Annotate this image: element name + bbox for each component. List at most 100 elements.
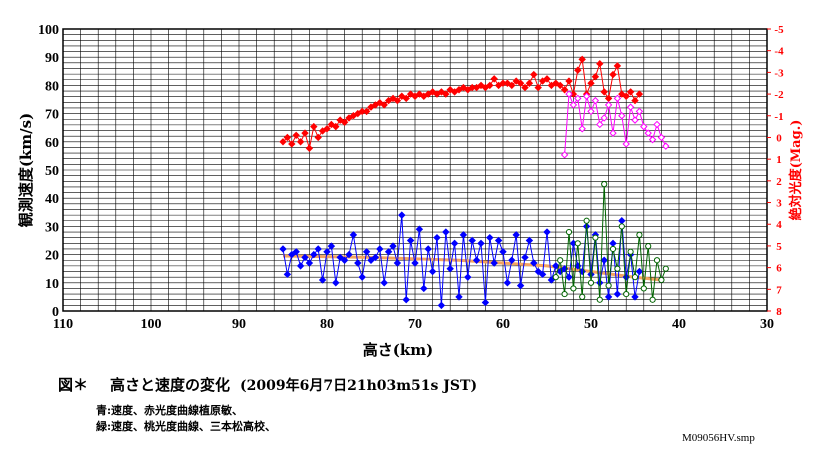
magenta-point — [631, 116, 639, 124]
y-tick-labels: 0 10 20 30 40 50 60 70 80 90 100 — [38, 23, 59, 320]
blue-point — [481, 298, 490, 307]
green-point — [618, 223, 625, 230]
green-point — [592, 234, 599, 241]
blue-point — [428, 267, 437, 276]
green-point — [583, 217, 590, 224]
green-point — [614, 265, 621, 272]
red-point — [591, 73, 600, 81]
blue-point — [358, 273, 366, 281]
trend-line — [282, 254, 662, 282]
y-axis-label: 観測速度(km/s) — [17, 113, 35, 227]
blue-point — [314, 245, 322, 253]
blue-point — [362, 248, 371, 256]
blue-point — [406, 236, 415, 245]
y-tick-label: 10 — [45, 277, 59, 292]
red-point — [626, 88, 635, 96]
blue-point — [371, 253, 380, 262]
blue-point — [512, 231, 520, 239]
blue-point — [446, 264, 454, 273]
plot-frame — [62, 28, 768, 312]
velocity-trend-line — [282, 254, 662, 282]
red-point — [565, 77, 573, 85]
magenta-point — [640, 122, 648, 131]
blue-point — [486, 233, 494, 242]
blue-point — [340, 256, 349, 264]
magenta-point — [662, 142, 670, 150]
magenta-point — [596, 120, 604, 129]
blue-point — [380, 279, 388, 287]
red-point — [486, 81, 494, 90]
magenta-point — [657, 133, 666, 142]
red-point — [393, 96, 402, 105]
green-point — [565, 228, 573, 236]
blue-point — [530, 259, 538, 267]
magenta-point — [644, 129, 652, 137]
blue-point — [411, 259, 419, 267]
red-point — [380, 101, 388, 109]
magenta-point — [653, 120, 661, 129]
y2-tick-labels: 8 7 6 5 4 3 2 1 0 -1 -2 -3 -4 -5 — [767, 24, 784, 318]
green-point — [570, 285, 577, 292]
x-tick-label: 110 — [53, 317, 73, 332]
x-tick-label: 60 — [496, 317, 510, 332]
x-tick-label: 30 — [760, 317, 774, 332]
blue-point — [389, 242, 397, 250]
y2-tick-label: 3 — [776, 198, 782, 210]
green-point — [557, 257, 564, 264]
red-point — [622, 92, 630, 100]
blue-point — [367, 256, 375, 264]
red-point — [402, 94, 410, 103]
y-tick-label: 70 — [45, 108, 59, 123]
red-point — [560, 86, 569, 94]
figure-title: 高さと速度の変化 — [110, 376, 231, 394]
blue-point — [450, 239, 459, 248]
x-tick-labels: 110 100 90 80 70 60 50 40 30 — [53, 317, 774, 332]
red-point — [301, 129, 309, 137]
green-point — [658, 276, 665, 284]
y-tick-label: 30 — [45, 220, 59, 235]
y-tick-label: 60 — [45, 136, 59, 151]
green-series-line — [555, 184, 667, 300]
red-point — [305, 144, 314, 153]
red-point — [578, 55, 586, 64]
red-point — [279, 138, 287, 146]
y-tick-label: 0 — [52, 305, 59, 320]
blue-point — [279, 245, 287, 253]
note-green: 緑:速度、桃光度曲線、三本松高校、 — [96, 420, 277, 433]
magenta-point — [618, 112, 626, 120]
blue-point — [354, 259, 362, 267]
blue-point — [424, 245, 432, 253]
y-tick-label: 40 — [45, 192, 59, 207]
green-point — [561, 290, 568, 298]
blue-point — [420, 284, 428, 293]
red-point — [556, 81, 564, 90]
magenta-point — [565, 90, 573, 98]
blue-point — [415, 225, 424, 233]
green-point — [640, 285, 647, 292]
blue-point — [336, 253, 344, 262]
blue-point — [327, 242, 336, 250]
red-point — [310, 122, 318, 131]
green-point — [627, 248, 634, 255]
blue-point — [552, 262, 560, 270]
red-point — [340, 118, 349, 126]
green-point — [645, 243, 652, 250]
blue-point — [635, 267, 644, 276]
magenta-point — [626, 103, 635, 111]
red-point — [283, 133, 292, 142]
magenta-point — [609, 129, 617, 137]
blue-point — [538, 270, 547, 279]
red-point — [490, 75, 498, 83]
green-point — [596, 296, 603, 303]
blue-point — [468, 236, 476, 245]
x-tick-label: 40 — [672, 317, 686, 332]
blue-point — [503, 279, 512, 287]
blue-point — [402, 296, 410, 304]
green-point — [552, 274, 559, 281]
x-tick-label: 90 — [232, 317, 246, 332]
note-blue: 青:速度、赤光度曲線植原敏、 — [96, 404, 244, 417]
blue-point — [464, 273, 472, 281]
red-point — [530, 70, 538, 79]
blue-point — [534, 267, 542, 276]
red-point — [534, 83, 542, 92]
